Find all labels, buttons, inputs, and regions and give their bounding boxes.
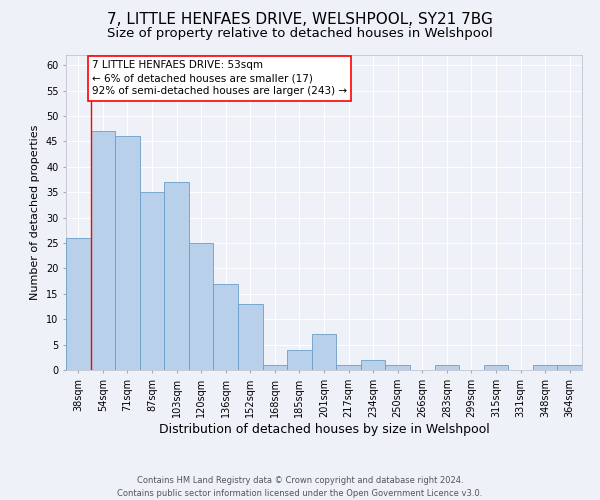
Bar (434, 365, 459, 370)
Bar (140, 192, 164, 370)
Text: Size of property relative to detached houses in Welshpool: Size of property relative to detached ho… (107, 28, 493, 40)
Text: 7, LITTLE HENFAES DRIVE, WELSHPOOL, SY21 7BG: 7, LITTLE HENFAES DRIVE, WELSHPOOL, SY21… (107, 12, 493, 28)
Bar (214, 284, 238, 370)
Bar (287, 350, 312, 370)
Bar (484, 365, 508, 370)
Bar (263, 365, 287, 370)
X-axis label: Distribution of detached houses by size in Welshpool: Distribution of detached houses by size … (158, 422, 490, 436)
Bar (238, 304, 263, 370)
Bar (361, 360, 385, 370)
Bar (189, 243, 214, 370)
Bar (312, 334, 336, 370)
Bar (164, 182, 189, 370)
Bar (533, 365, 557, 370)
Text: 7 LITTLE HENFAES DRIVE: 53sqm
← 6% of detached houses are smaller (17)
92% of se: 7 LITTLE HENFAES DRIVE: 53sqm ← 6% of de… (92, 60, 347, 96)
Text: Contains HM Land Registry data © Crown copyright and database right 2024.
Contai: Contains HM Land Registry data © Crown c… (118, 476, 482, 498)
Bar (66, 238, 91, 370)
Bar (336, 365, 361, 370)
Bar (115, 136, 140, 370)
Bar (385, 365, 410, 370)
Bar (91, 131, 115, 370)
Bar (557, 365, 582, 370)
Y-axis label: Number of detached properties: Number of detached properties (31, 125, 40, 300)
